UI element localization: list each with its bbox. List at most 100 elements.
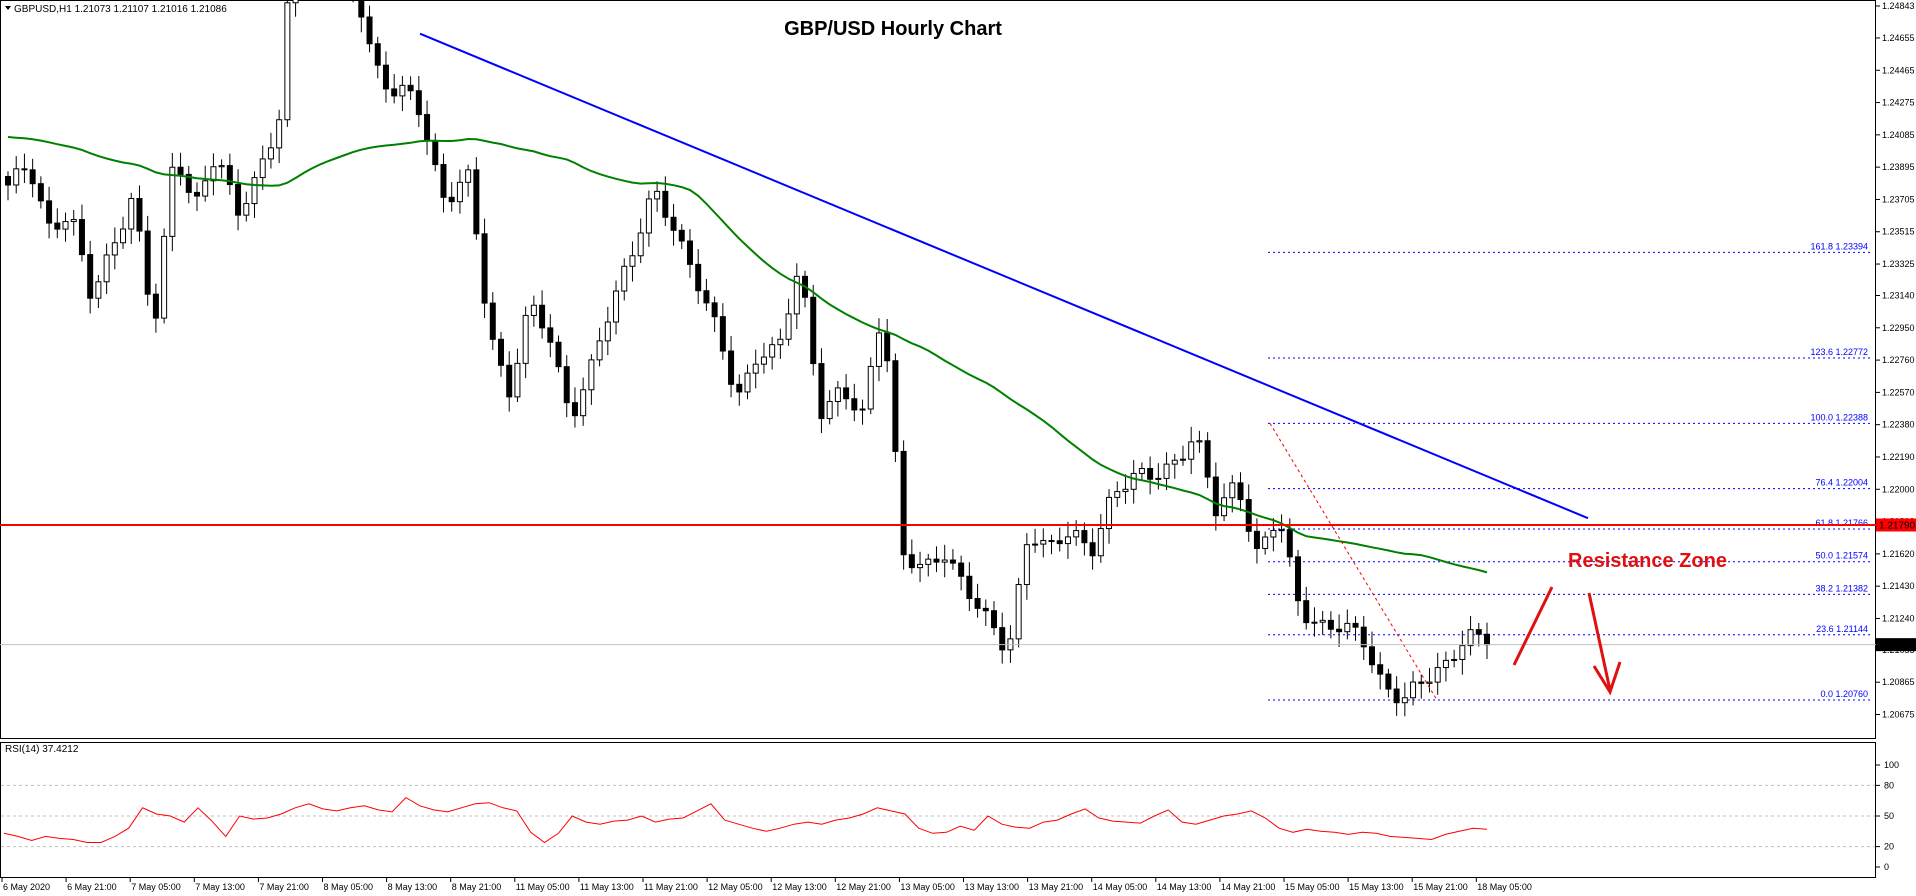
bear-candle (719, 316, 726, 352)
fib-level-label: 161.8 1.23394 (1810, 241, 1868, 251)
bull-candle (588, 359, 595, 391)
price-tick-label: 1.22000 (1882, 484, 1915, 494)
bear-candle (884, 332, 891, 362)
bear-candle (185, 173, 192, 193)
price-tick-label: 1.20675 (1882, 710, 1915, 720)
price-tick-label: 1.24085 (1882, 130, 1915, 140)
bull-candle (1344, 622, 1351, 633)
bear-candle (571, 402, 578, 417)
bear-candle (1385, 673, 1392, 690)
bear-candle (563, 366, 570, 404)
bear-candle (424, 114, 431, 142)
bull-candle (637, 232, 644, 257)
bull-candle (941, 559, 948, 563)
time-tick-label: 8 May 05:00 (324, 882, 374, 892)
bull-candle (1106, 496, 1113, 530)
bull-candle (604, 321, 611, 342)
bear-candle (54, 222, 61, 230)
price-tick-label: 1.23140 (1882, 290, 1915, 300)
bull-candle (785, 313, 792, 340)
bear-candle (1089, 542, 1096, 557)
bull-candle (1122, 488, 1129, 493)
bear-candle (999, 627, 1006, 651)
bull-candle (128, 198, 135, 230)
bear-candle (481, 233, 488, 304)
price-tick-label: 1.24655 (1882, 33, 1915, 43)
bear-candle (900, 450, 907, 556)
bull-candle (859, 408, 866, 411)
bear-candle (991, 610, 997, 629)
rsi-tick-label: 50 (1884, 811, 1894, 821)
fib-level-label: 50.0 1.21574 (1815, 551, 1868, 561)
symbol-dropdown-icon[interactable] (5, 6, 11, 10)
time-tick-label: 14 May 13:00 (1157, 882, 1212, 892)
bull-candle (1270, 529, 1277, 538)
bull-candle (1023, 544, 1030, 586)
bull-candle (13, 168, 20, 186)
bull-candle (276, 119, 283, 149)
bear-candle (966, 575, 973, 600)
time-tick-label: 7 May 21:00 (259, 882, 309, 892)
bear-candle (695, 263, 702, 292)
time-axis: 6 May 2020 6 May 21:00 7 May 05:00 7 May 13… (1, 878, 1532, 892)
bull-candle (169, 166, 176, 237)
bear-candle (1081, 530, 1088, 544)
main-panel-frame (0, 0, 1876, 739)
time-tick-label: 13 May 05:00 (900, 882, 955, 892)
bear-candle (547, 327, 554, 343)
bull-candle (875, 332, 882, 367)
bull-candle (769, 344, 776, 358)
bull-candle (1114, 491, 1121, 498)
bull-candle (251, 177, 258, 205)
bull-candle (218, 165, 225, 168)
bear-candle (1360, 626, 1367, 648)
price-tick-label: 1.24275 (1882, 98, 1915, 108)
bear-candle (662, 190, 669, 218)
time-tick-label: 14 May 05:00 (1093, 882, 1148, 892)
bear-candle (982, 607, 989, 612)
price-tick-label: 1.21620 (1882, 549, 1915, 559)
bear-candle (949, 559, 956, 564)
bull-candle (161, 235, 168, 319)
price-tick-label: 1.21240 (1882, 613, 1915, 623)
bull-candle (1442, 659, 1449, 669)
bull-candle (1130, 472, 1137, 490)
bull-candle (629, 255, 636, 267)
bull-candle (1163, 463, 1170, 479)
fib-level-label: 76.4 1.22004 (1815, 478, 1868, 488)
bear-candle (440, 164, 447, 198)
bull-candle (613, 290, 620, 323)
bull-candle (399, 84, 406, 97)
bear-candle (382, 64, 389, 90)
resistance-zone-label: Resistance Zone (1568, 550, 1727, 572)
fib-level-label: 23.6 1.21144 (1816, 624, 1868, 634)
price-tick-label: 1.22380 (1882, 420, 1915, 430)
time-tick-label: 11 May 13:00 (580, 882, 634, 892)
bull-candle (1040, 540, 1047, 545)
bull-candle (752, 363, 759, 374)
rsi-panel-frame (0, 742, 1876, 878)
bear-candle (1212, 476, 1219, 517)
time-tick-label: 8 May 21:00 (452, 882, 502, 892)
bull-candle (826, 401, 833, 420)
bull-candle (645, 198, 652, 234)
rsi-label: RSI(14) 37.4212 (5, 744, 79, 755)
rsi-tick-label: 0 (1884, 862, 1889, 872)
rsi-line (3, 796, 1488, 844)
bear-candle (728, 350, 735, 385)
rsi-tick-label: 100 (1884, 760, 1899, 770)
bear-candle (448, 196, 455, 203)
time-tick-label: 11 May 21:00 (644, 882, 698, 892)
time-tick-label: 15 May 21:00 (1413, 882, 1468, 892)
bear-candle (29, 169, 36, 185)
bear-candle (1303, 600, 1310, 624)
price-tick-label: 1.21430 (1882, 581, 1915, 591)
bull-candle (1451, 658, 1458, 661)
bull-candle (111, 242, 118, 256)
bear-candle (46, 200, 53, 224)
price-tick-label: 1.24465 (1882, 65, 1915, 75)
bear-candle (1204, 440, 1211, 478)
bull-candle (917, 563, 924, 569)
